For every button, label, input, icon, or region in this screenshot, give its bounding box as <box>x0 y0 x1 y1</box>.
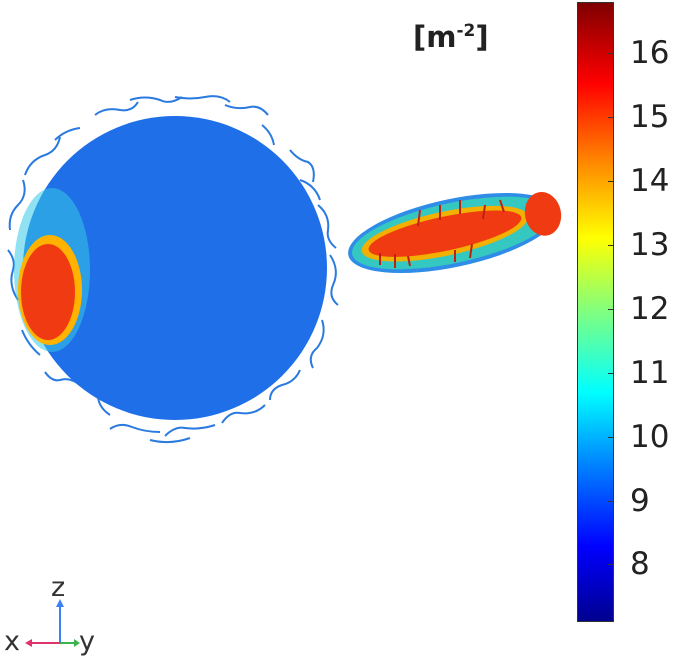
colorbar-tick-mark <box>608 564 614 566</box>
ellipse-particle <box>348 192 562 274</box>
colorbar-tick-label: 13 <box>630 226 670 263</box>
sphere-body <box>23 116 327 420</box>
colorbar-tick-label: 15 <box>630 99 670 136</box>
axis-label-x: x <box>4 626 20 657</box>
colorbar-tick-label: 11 <box>630 354 670 391</box>
colorbar-tick-mark <box>608 244 614 246</box>
axis-label-y: y <box>79 626 95 657</box>
colorbar-tick-mark <box>608 436 614 438</box>
colorbar-tick-label: 8 <box>630 546 650 583</box>
colorbar-tick-mark <box>608 372 614 374</box>
colorbar-tick-label: 9 <box>630 482 650 519</box>
ellipse-fibres <box>379 199 505 268</box>
colorbar-tick-label: 12 <box>630 290 670 327</box>
colorbar-tick-mark <box>608 117 614 119</box>
colorbar-unit-label: [m-2] <box>413 20 489 54</box>
axis-triad <box>25 599 80 647</box>
colorbar-tick-mark <box>608 308 614 310</box>
colorbar-tick-mark <box>608 53 614 55</box>
sphere-hot-spot <box>21 244 75 340</box>
colorbar-tick-label: 14 <box>630 162 670 199</box>
axis-label-z: z <box>51 572 66 603</box>
colorbar <box>577 2 614 622</box>
colorbar-tick-mark <box>608 180 614 182</box>
colorbar-tick-label: 10 <box>630 418 670 455</box>
colorbar-tick-label: 16 <box>630 35 670 72</box>
colorbar-tick-mark <box>608 500 614 502</box>
